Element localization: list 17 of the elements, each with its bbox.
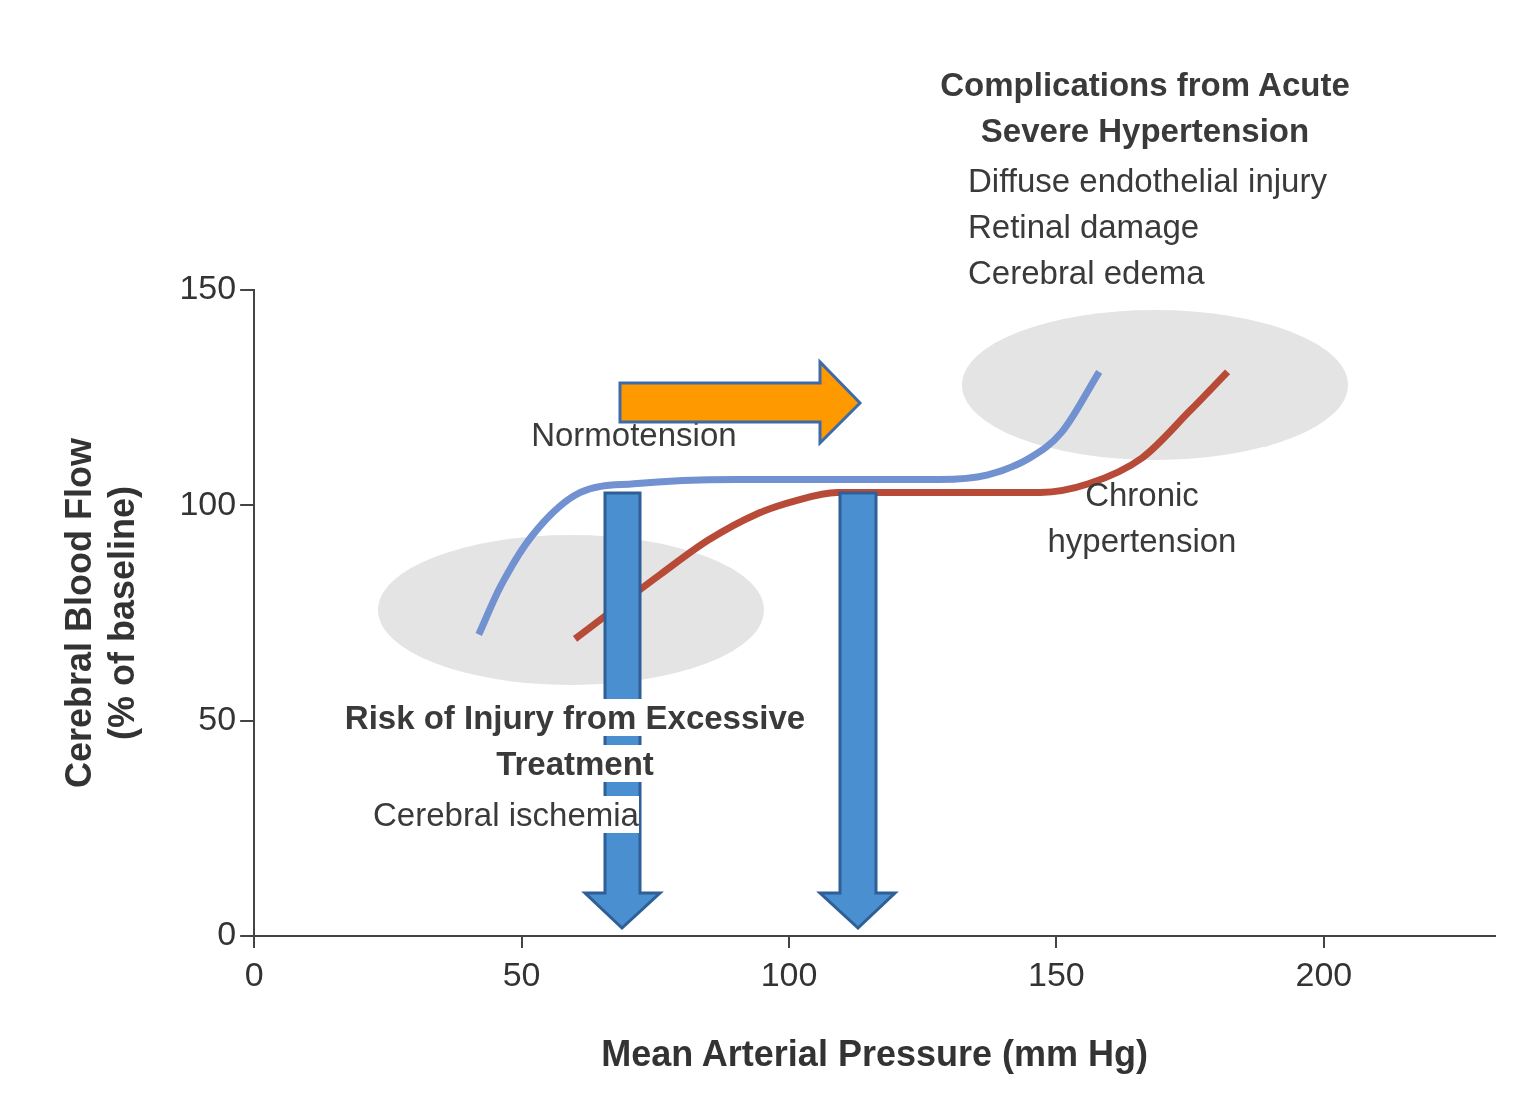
y-tick-label: 50: [198, 699, 237, 738]
y-tick-label: 150: [179, 268, 237, 307]
x-tick-label: 150: [1028, 954, 1085, 993]
x-axis-title: Mean Arterial Pressure (mm Hg): [601, 1033, 1148, 1075]
x-tick-label: 0: [244, 954, 264, 993]
x-tick-label: 200: [1295, 954, 1353, 993]
x-tick-label: 50: [502, 954, 541, 993]
x-tick-label: 100: [760, 954, 818, 993]
annotation: Cerebral ischemia: [373, 796, 639, 833]
y-tick-label: 0: [217, 914, 237, 953]
text: Complications from Acute Severe Hypertension: [940, 66, 1350, 149]
y-tick-label: 100: [179, 483, 237, 522]
annotation: Risk of Injury from Excessive Treatment: [344, 699, 806, 782]
annotation: Diffuse endothelial injury Retinal damage Cerebral edema: [968, 162, 1327, 291]
series-label: Chronic hypertension: [1047, 475, 1237, 559]
y-axis-title: Cerebral Blood Flow (% of baseline): [57, 436, 142, 789]
series-label: Normotension: [531, 415, 737, 453]
